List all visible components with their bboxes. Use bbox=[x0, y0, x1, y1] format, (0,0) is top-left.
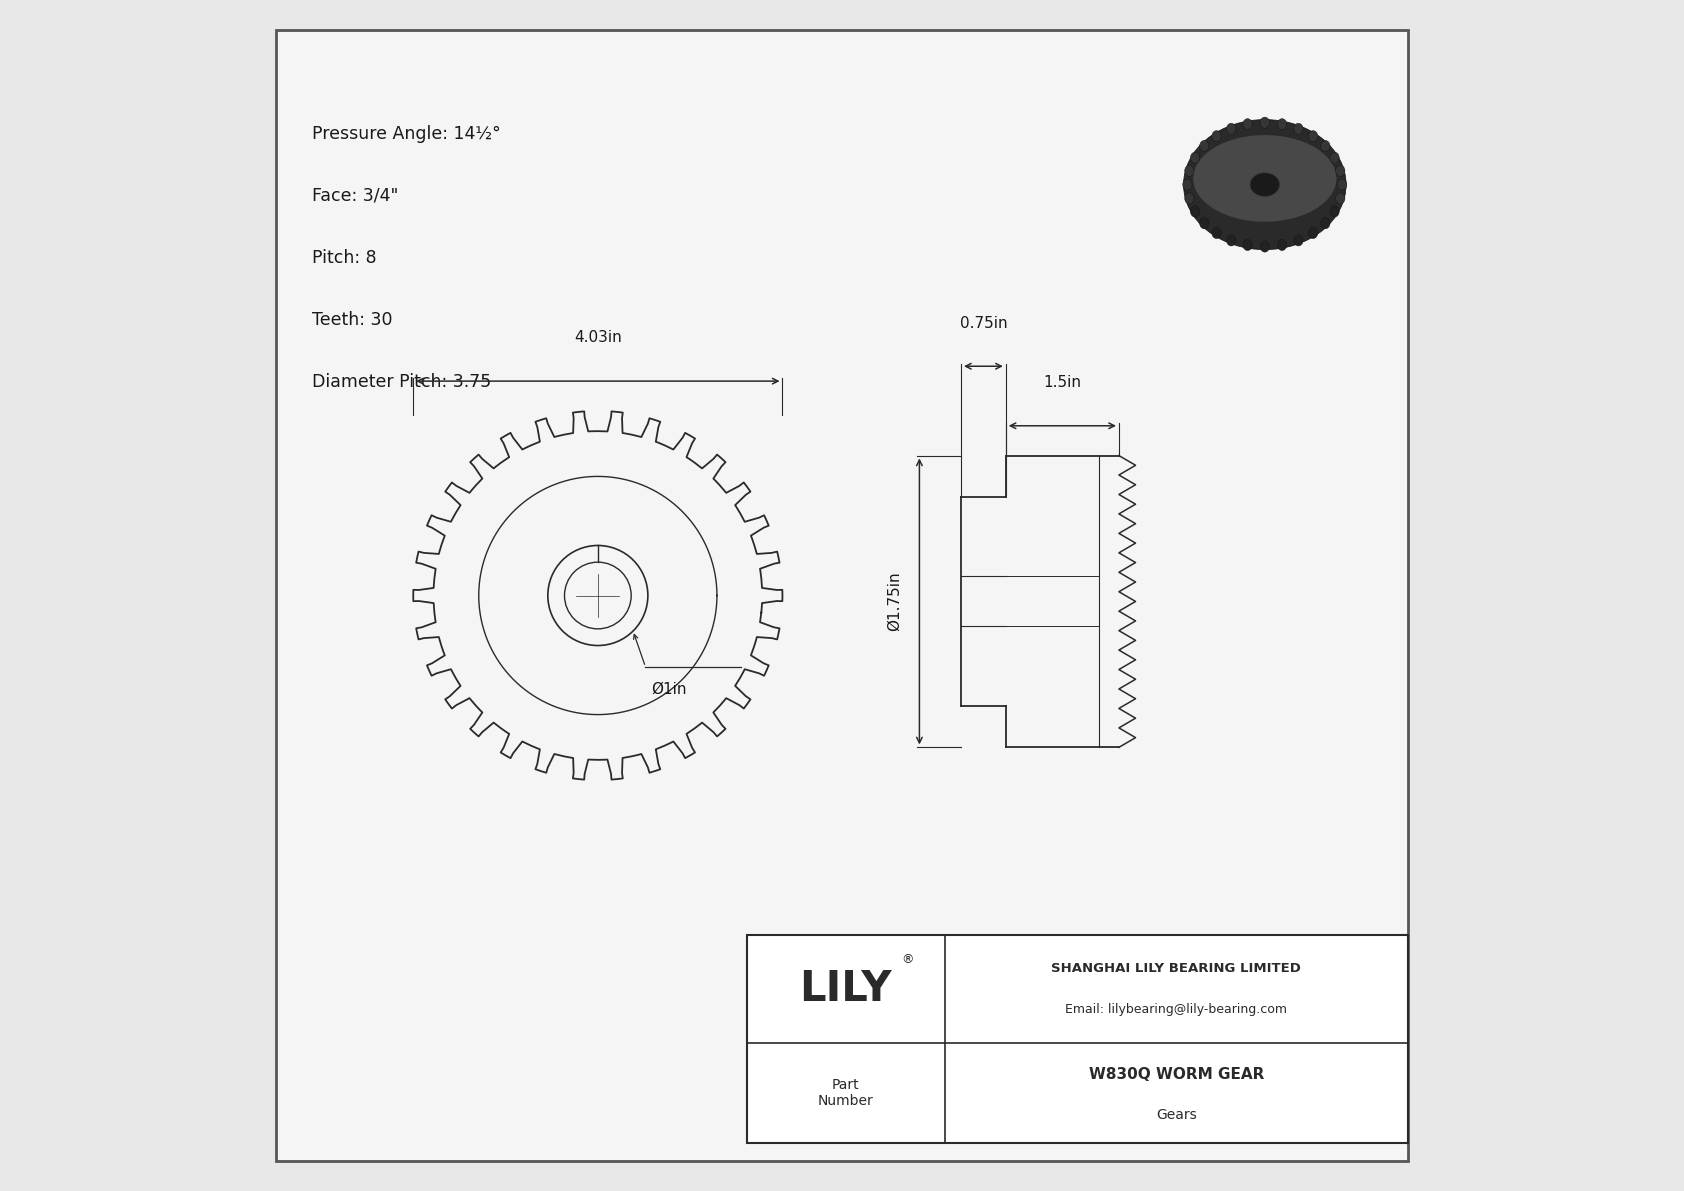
Text: Pressure Angle: 14½°: Pressure Angle: 14½° bbox=[312, 125, 500, 143]
Text: Pitch: 8: Pitch: 8 bbox=[312, 249, 377, 267]
Ellipse shape bbox=[1330, 152, 1339, 163]
Ellipse shape bbox=[1293, 235, 1303, 247]
Ellipse shape bbox=[1320, 141, 1330, 151]
Ellipse shape bbox=[1330, 206, 1339, 217]
Ellipse shape bbox=[1308, 131, 1317, 142]
Text: SHANGHAI LILY BEARING LIMITED: SHANGHAI LILY BEARING LIMITED bbox=[1051, 962, 1302, 975]
Ellipse shape bbox=[1199, 218, 1209, 229]
Ellipse shape bbox=[1194, 135, 1337, 222]
Ellipse shape bbox=[1260, 117, 1270, 129]
Ellipse shape bbox=[1243, 239, 1253, 250]
Ellipse shape bbox=[1184, 119, 1346, 250]
Text: Gears: Gears bbox=[1155, 1108, 1197, 1122]
Ellipse shape bbox=[1182, 179, 1192, 191]
Ellipse shape bbox=[1199, 141, 1209, 151]
Text: 4.03in: 4.03in bbox=[574, 330, 621, 345]
Text: Ø1in: Ø1in bbox=[652, 681, 687, 697]
Text: Part
Number: Part Number bbox=[818, 1078, 874, 1109]
Ellipse shape bbox=[1184, 193, 1194, 204]
Ellipse shape bbox=[1308, 227, 1317, 238]
Text: W830Q WORM GEAR: W830Q WORM GEAR bbox=[1088, 1067, 1265, 1081]
Ellipse shape bbox=[1226, 235, 1236, 247]
Ellipse shape bbox=[1335, 166, 1346, 176]
Ellipse shape bbox=[1293, 123, 1303, 135]
Ellipse shape bbox=[1260, 241, 1270, 252]
Text: Teeth: 30: Teeth: 30 bbox=[312, 311, 392, 329]
Text: Email: lilybearing@lily-bearing.com: Email: lilybearing@lily-bearing.com bbox=[1066, 1003, 1287, 1016]
Ellipse shape bbox=[1335, 193, 1346, 204]
Ellipse shape bbox=[1212, 131, 1221, 142]
Ellipse shape bbox=[1191, 206, 1199, 217]
Text: Ø1.75in: Ø1.75in bbox=[886, 572, 901, 631]
Ellipse shape bbox=[1243, 119, 1253, 130]
Ellipse shape bbox=[1320, 218, 1330, 229]
Text: Diameter Pitch: 3.75: Diameter Pitch: 3.75 bbox=[312, 373, 492, 391]
Text: 1.5in: 1.5in bbox=[1044, 375, 1081, 391]
Ellipse shape bbox=[1184, 166, 1194, 176]
Text: 0.75in: 0.75in bbox=[960, 316, 1007, 331]
Ellipse shape bbox=[1250, 173, 1280, 197]
Bar bbox=[746, 935, 1408, 1143]
Ellipse shape bbox=[1278, 239, 1287, 250]
Ellipse shape bbox=[1226, 123, 1236, 135]
Ellipse shape bbox=[1212, 227, 1221, 238]
Ellipse shape bbox=[1337, 179, 1347, 191]
Ellipse shape bbox=[1278, 119, 1287, 130]
Text: ®: ® bbox=[901, 953, 914, 966]
Text: LILY: LILY bbox=[800, 968, 893, 1010]
Text: Face: 3/4": Face: 3/4" bbox=[312, 187, 399, 205]
Ellipse shape bbox=[1191, 152, 1199, 163]
